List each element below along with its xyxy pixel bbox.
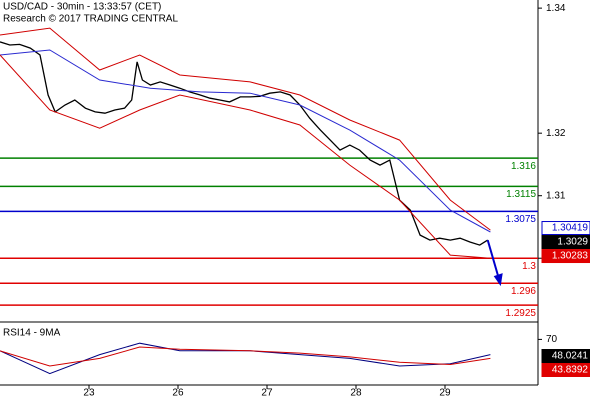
- x-tick-label: 23: [83, 388, 95, 399]
- x-tick-label: 29: [439, 388, 451, 399]
- price-label: 1.3029: [557, 237, 588, 248]
- rsi-title: RSI14 - 9MA: [3, 328, 61, 339]
- level-label: 1.3115: [506, 189, 536, 200]
- chart-subtitle: Research © 2017 TRADING CENTRAL: [3, 14, 178, 25]
- x-tick-label: 26: [172, 388, 184, 399]
- price-label: 43.8392: [552, 365, 589, 376]
- y-tick-label: 1.31: [546, 190, 566, 201]
- y-tick-label: 1.34: [546, 3, 566, 14]
- price-label-box: [541, 249, 590, 264]
- forecast-arrow-head: [493, 273, 503, 287]
- series-line: [0, 49, 491, 233]
- forecast-arrow: [486, 239, 500, 279]
- price-label-box: [541, 221, 590, 236]
- series-line: [0, 27, 491, 231]
- x-tick-label: 28: [350, 388, 362, 399]
- level-label: 1.2925: [505, 308, 536, 319]
- series-line: [0, 54, 491, 259]
- price-label-box: [541, 235, 590, 250]
- price-label-box: [541, 349, 590, 363]
- y-tick-label: 1.32: [546, 128, 566, 139]
- series-line: [0, 41, 489, 246]
- level-label: 1.3: [522, 261, 536, 272]
- level-label: 1.316: [511, 161, 536, 172]
- level-label: 1.3075: [505, 214, 536, 225]
- price-label: 1.30419: [552, 223, 589, 234]
- chart-title: USD/CAD - 30min - 13:33:57 (CET): [3, 2, 161, 13]
- price-label-box: [541, 363, 590, 377]
- series-line: [0, 346, 491, 367]
- y-tick-label: 70: [546, 334, 558, 345]
- price-label: 1.30283: [552, 251, 589, 262]
- level-label: 1.296: [511, 286, 536, 297]
- price-label: 48.0241: [552, 351, 589, 362]
- x-tick-label: 27: [261, 388, 273, 399]
